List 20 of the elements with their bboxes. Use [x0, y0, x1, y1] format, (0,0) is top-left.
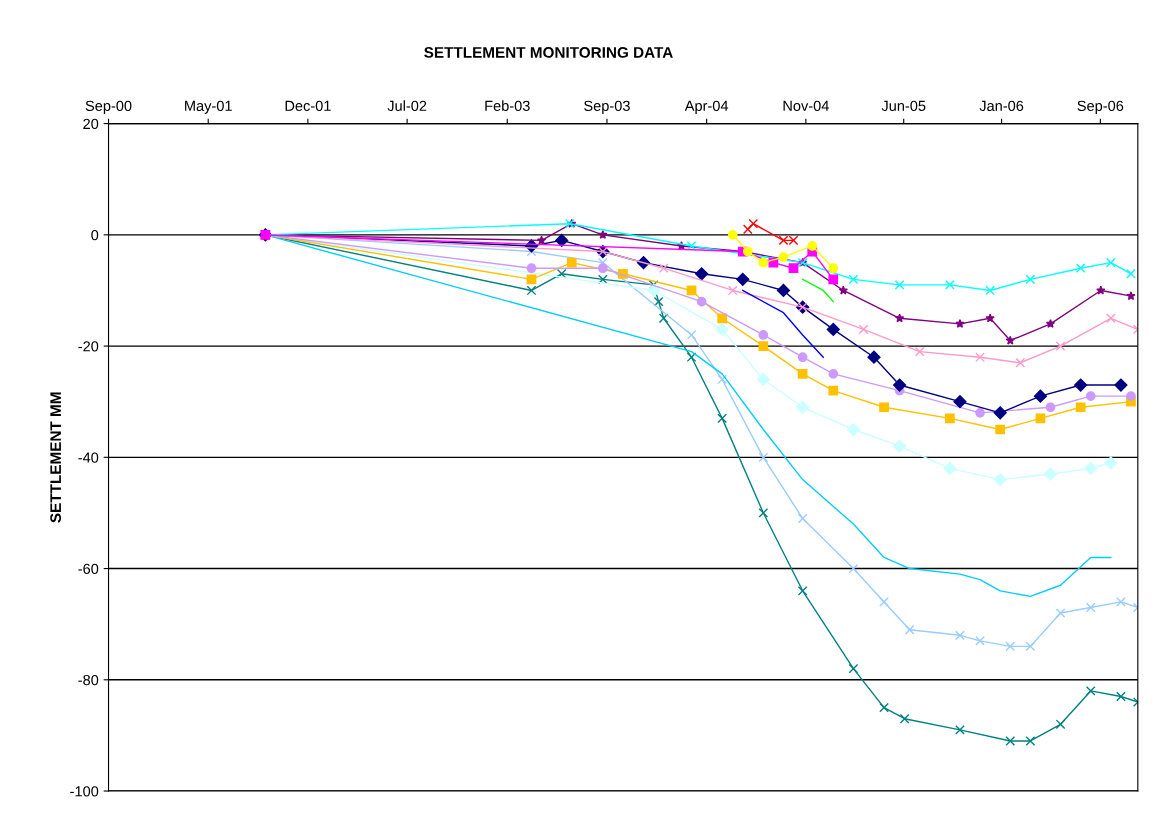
y-tick-label: 0 — [91, 229, 99, 241]
x-tick-label: Dec-01 — [285, 100, 331, 111]
y-tick-label: -80 — [78, 674, 99, 686]
y-tick-label: -60 — [78, 563, 99, 574]
x-tick-label: May-01 — [185, 100, 232, 114]
x-tick-label: Sep-00 — [85, 100, 132, 114]
y-tick-label: -40 — [78, 452, 99, 463]
y-tick-label: 20 — [83, 118, 99, 130]
x-tick-label: Nov-04 — [783, 100, 829, 111]
y-tick-label: -100 — [70, 786, 99, 797]
chart-title: SETTLEMENT MONITORING DATA — [424, 47, 673, 58]
x-tick-label: Sep-03 — [584, 100, 630, 114]
x-tick-label: Jun-05 — [881, 100, 926, 111]
x-tick-label: Jul-02 — [387, 100, 427, 111]
x-tick-label: Feb-03 — [485, 100, 530, 111]
x-tick-label: Jan-06 — [979, 100, 1024, 111]
x-tick-label: Sep-06 — [1077, 100, 1124, 114]
y-axis-title: SETTLEMENT MM — [50, 392, 62, 523]
x-tick-label: Apr-04 — [684, 100, 729, 114]
y-tick-label: -20 — [78, 341, 99, 352]
